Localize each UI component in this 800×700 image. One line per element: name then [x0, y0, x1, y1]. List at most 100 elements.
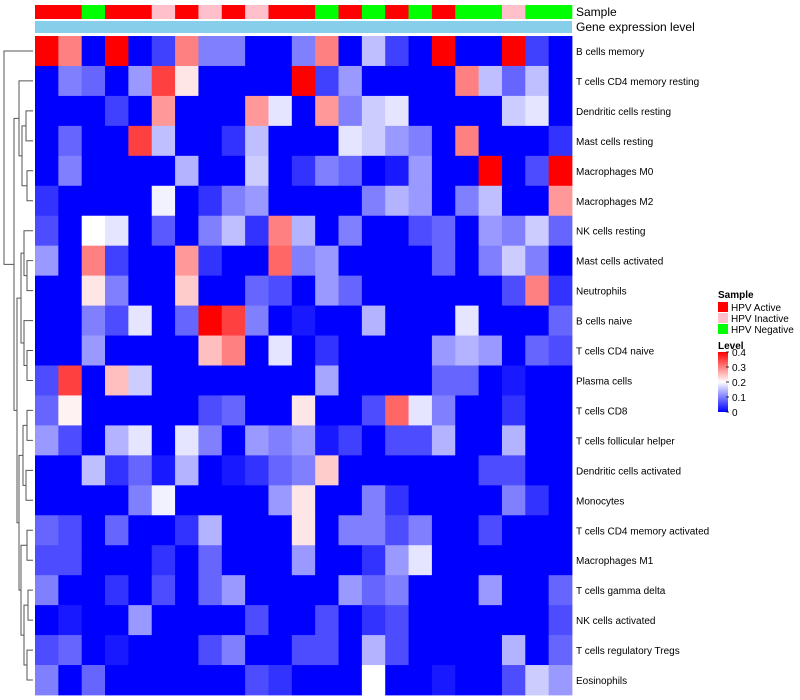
level-legend-title: Level — [718, 341, 744, 352]
heatmap-cell — [455, 245, 480, 277]
heatmap-cell — [245, 125, 269, 157]
heatmap-cell — [198, 365, 223, 396]
heatmap-cell — [151, 185, 176, 217]
heatmap-cell — [501, 425, 526, 456]
row-label: Monocytes — [576, 496, 624, 507]
heatmap-cell — [58, 365, 83, 396]
sample-annotation-cell — [35, 5, 59, 19]
heatmap-cell — [198, 425, 223, 456]
heatmap-cell — [81, 515, 106, 546]
heatmap-cell — [268, 275, 293, 306]
heatmap-cell — [81, 155, 106, 187]
heatmap-cell — [175, 305, 199, 336]
heatmap-cell — [128, 155, 153, 187]
heatmap-cell — [221, 575, 246, 606]
heatmap-cell — [105, 275, 129, 306]
heatmap-cell — [408, 395, 433, 426]
heatmap-cell — [245, 665, 269, 696]
row-label: T cells CD4 memory resting — [576, 77, 699, 88]
heatmap-cell — [105, 245, 129, 277]
heatmap-cell — [338, 545, 363, 576]
heatmap-cell — [361, 515, 386, 546]
heatmap-cell — [525, 36, 550, 67]
dendrogram-branch — [25, 469, 33, 501]
heatmap-cell — [525, 275, 550, 306]
heatmap-cell — [291, 635, 316, 666]
heatmap-cell — [385, 95, 409, 127]
heatmap-cell — [198, 575, 223, 606]
heatmap-cell — [245, 515, 269, 546]
dendrogram-branch — [26, 260, 33, 292]
heatmap-cell — [221, 635, 246, 666]
heatmap-cell — [525, 95, 550, 127]
heatmap-cell — [58, 545, 83, 576]
heatmap-cell — [408, 275, 433, 306]
heatmap-cell — [128, 485, 153, 516]
heatmap-cell — [338, 665, 363, 696]
heatmap-cell — [221, 36, 246, 67]
heatmap-cell — [105, 65, 129, 97]
heatmap-cell — [548, 515, 573, 546]
heatmap-cell — [385, 605, 409, 636]
heatmap-cell — [151, 395, 176, 426]
heatmap-cell — [385, 665, 409, 696]
heatmap-cell — [548, 335, 573, 366]
heatmap-cell — [198, 245, 223, 277]
heatmap-cell — [198, 605, 223, 636]
heatmap-cell — [35, 95, 59, 127]
sample-annotation-cell — [338, 5, 363, 19]
heatmap-cell — [315, 215, 339, 247]
heatmap-cell — [175, 485, 199, 516]
sample-annotation-cell — [408, 5, 433, 19]
heatmap-cell — [548, 395, 573, 426]
heatmap-cell — [128, 395, 153, 426]
dendrogram-branch — [26, 350, 33, 381]
heatmap-cell — [221, 485, 246, 516]
heatmap-cell — [35, 665, 59, 696]
heatmap-cell — [151, 635, 176, 666]
heatmap-cell — [175, 395, 199, 426]
sample-annotation-cell — [58, 5, 82, 19]
heatmap-cell — [455, 305, 480, 336]
heatmap-cell — [291, 545, 316, 576]
heatmap-cell — [81, 635, 106, 666]
heatmap-cell — [455, 36, 480, 67]
heatmap-cell — [501, 365, 526, 396]
heatmap-cell — [221, 395, 246, 426]
heatmap-cell — [548, 485, 573, 516]
heatmap-cell — [525, 365, 550, 396]
sample-annotation-cell — [385, 5, 409, 19]
heatmap-cell — [338, 36, 363, 67]
heatmap-cell — [361, 365, 386, 396]
heatmap-cell — [315, 485, 339, 516]
row-label: T cells follicular helper — [576, 436, 675, 447]
heatmap-cell — [268, 245, 293, 277]
heatmap-cell — [501, 335, 526, 366]
heatmap-cell — [385, 65, 409, 97]
heatmap-cell — [338, 155, 363, 187]
heatmap-cell — [338, 65, 363, 97]
heatmap-cell — [315, 155, 339, 187]
sample-annotation-cell — [175, 5, 199, 19]
heatmap-cell — [128, 335, 153, 366]
heatmap-cell — [58, 515, 83, 546]
heatmap-cell — [198, 185, 223, 217]
column-annotations — [35, 5, 573, 33]
heatmap-cell — [245, 395, 269, 426]
heatmap-cell — [408, 36, 433, 67]
heatmap-cell — [291, 185, 316, 217]
heatmap-cell — [268, 125, 293, 157]
heatmap-cell — [221, 245, 246, 277]
heatmap-cell — [175, 605, 199, 636]
sample-annotation-cell — [501, 5, 526, 19]
heatmap-cell — [501, 95, 526, 127]
heatmap-cell — [105, 635, 129, 666]
heatmap-cell — [431, 65, 456, 97]
heatmap-cell — [408, 95, 433, 127]
heatmap-cell — [128, 425, 153, 456]
heatmap-cell — [35, 275, 59, 306]
heatmap-cell — [81, 425, 106, 456]
heatmap-cell — [501, 515, 526, 546]
heatmap-cell — [58, 305, 83, 336]
heatmap-cell — [501, 305, 526, 336]
